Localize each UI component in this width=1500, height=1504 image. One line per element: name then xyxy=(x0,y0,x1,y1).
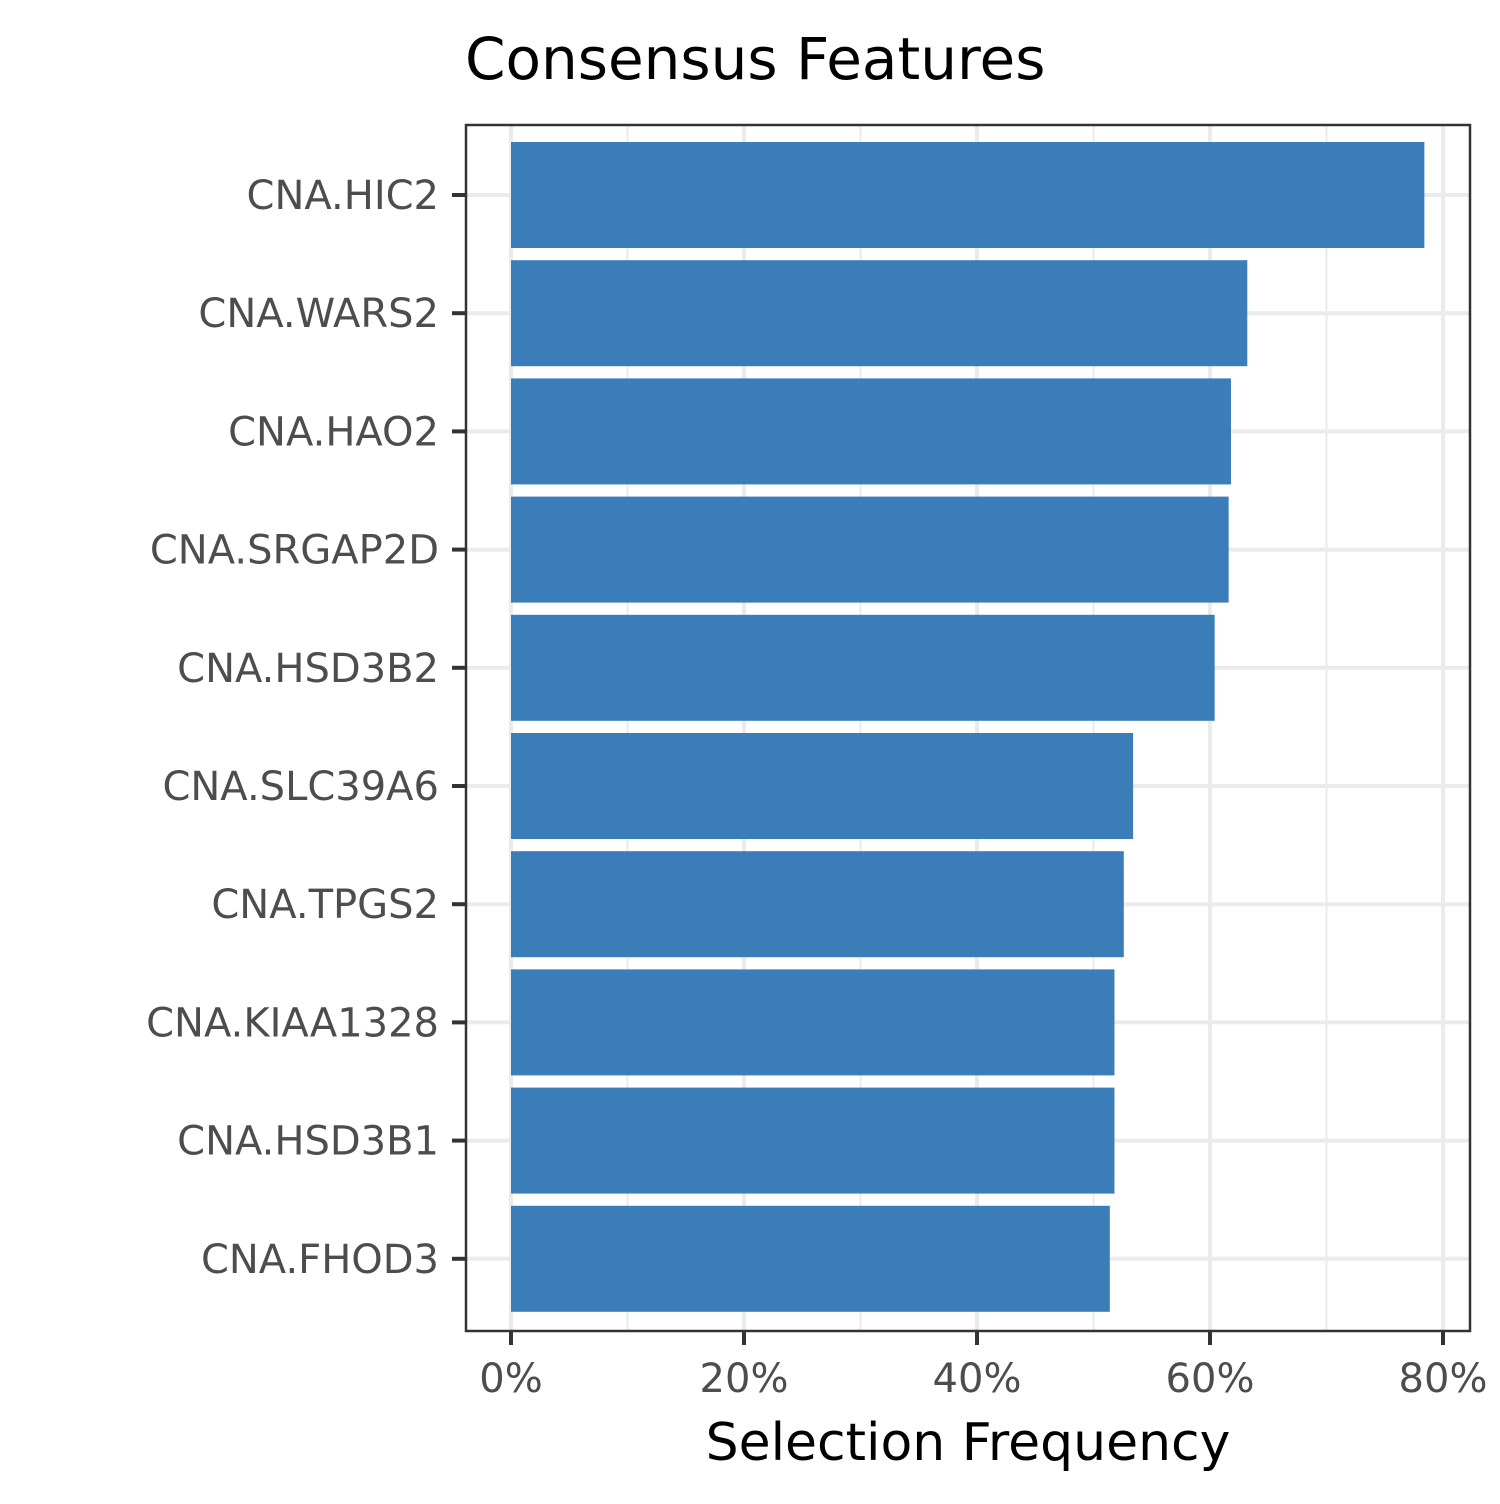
y-tick-label: CNA.SRGAP2D xyxy=(150,528,439,574)
bar xyxy=(511,614,1215,721)
bars xyxy=(511,142,1425,1312)
x-tick-label: 60% xyxy=(1166,1356,1255,1402)
y-tick-label: CNA.HAO2 xyxy=(228,409,439,455)
x-tick-label: 20% xyxy=(700,1356,789,1402)
x-tick-label: 80% xyxy=(1399,1356,1488,1402)
axes: CNA.HIC2 CNA.WARS2 CNA.HAO2 CNA.SRGAP2D CNA.… xyxy=(146,173,1487,1402)
bar xyxy=(511,1205,1110,1312)
y-tick-label: CNA.KIAA1328 xyxy=(146,1000,439,1046)
y-tick-label: CNA.HSD3B2 xyxy=(177,646,439,692)
y-tick-label: CNA.WARS2 xyxy=(198,291,439,337)
y-tick-label: CNA.FHOD3 xyxy=(201,1237,439,1283)
chart-title: Consensus Features xyxy=(465,25,1045,93)
bar xyxy=(511,496,1229,603)
bar xyxy=(511,1087,1115,1194)
y-tick-label: CNA.HSD3B1 xyxy=(177,1119,439,1165)
bar xyxy=(511,378,1231,485)
y-tick-label: CNA.TPGS2 xyxy=(211,882,439,928)
bar xyxy=(511,260,1248,367)
y-tick-label: CNA.HIC2 xyxy=(247,173,439,219)
bar xyxy=(511,733,1134,839)
bar xyxy=(511,851,1124,958)
x-tick-label: 0% xyxy=(479,1356,542,1402)
x-tick-label: 40% xyxy=(933,1356,1022,1402)
y-tick-label: CNA.SLC39A6 xyxy=(162,764,439,810)
bar xyxy=(511,142,1425,248)
x-axis-title: Selection Frequency xyxy=(706,1413,1231,1473)
bar xyxy=(511,969,1115,1076)
plot-panel-border xyxy=(464,123,1472,1333)
